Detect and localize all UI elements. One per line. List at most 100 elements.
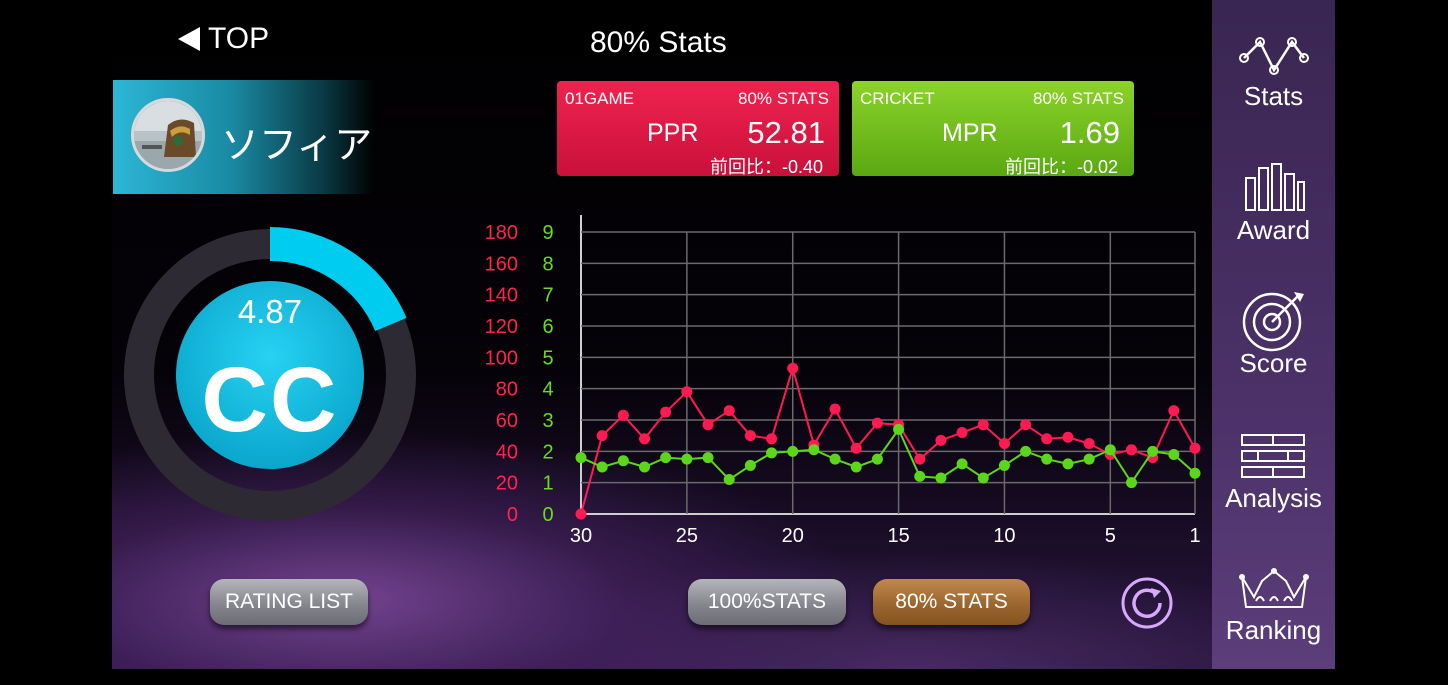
data-point	[977, 419, 989, 431]
sidebar-item-label: Analysis	[1225, 483, 1322, 513]
data-point	[1083, 453, 1095, 465]
y-left-tick-label: 160	[485, 253, 518, 275]
card-tag: 80% STATS	[737, 89, 829, 108]
y-right-tick-label: 1	[542, 473, 553, 495]
x-tick-label: 10	[993, 525, 1015, 547]
data-point	[617, 455, 629, 467]
card-game-label: 01GAME	[565, 89, 634, 108]
data-point	[871, 453, 883, 465]
data-point	[935, 472, 947, 484]
y-right-tick-label: 7	[542, 285, 553, 307]
100-stats-button[interactable]: 100%STATS	[688, 579, 846, 625]
series-line	[580, 427, 1196, 485]
data-point	[1104, 444, 1116, 456]
data-point	[850, 442, 862, 454]
stats-icon	[1239, 37, 1309, 75]
sidebar-item-award[interactable]: Award	[1212, 158, 1335, 278]
data-point	[744, 430, 756, 442]
avatar[interactable]	[131, 98, 205, 172]
rating-ring-icon	[124, 227, 416, 521]
x-tick-label: 1	[1189, 525, 1200, 547]
y-left-tick-label: 20	[496, 473, 518, 495]
data-point	[829, 403, 841, 415]
y-left-tick-label: 140	[485, 285, 518, 307]
data-point	[723, 474, 735, 486]
y-left-tick-label: 60	[496, 410, 518, 432]
sidebar-item-label: Score	[1239, 348, 1308, 378]
back-arrow-icon	[178, 27, 200, 51]
card-tag: 80% STATS	[1032, 89, 1124, 108]
sidebar-item-analysis[interactable]: Analysis	[1212, 430, 1335, 550]
data-point	[956, 458, 968, 470]
refresh-icon	[1121, 577, 1173, 629]
sidebar-item-score[interactable]: Score	[1212, 290, 1335, 410]
rating-class: CC	[201, 349, 339, 451]
rating-list-button[interactable]: RATING LIST	[210, 579, 368, 625]
analysis-icon	[1241, 434, 1305, 478]
data-point	[766, 433, 778, 445]
data-point	[1041, 453, 1053, 465]
data-point	[998, 459, 1010, 471]
data-point	[639, 433, 651, 445]
data-point	[829, 453, 841, 465]
data-point	[723, 405, 735, 417]
data-point	[1041, 433, 1053, 445]
data-point	[575, 452, 587, 464]
card-diff: 前回比：-0.02	[1004, 157, 1118, 177]
01game-stats-card[interactable]: 01GAME 80% STATS PPR 52.81 前回比：-0.40	[557, 81, 839, 177]
data-point	[1168, 448, 1180, 460]
data-point	[871, 417, 883, 429]
data-point	[1062, 458, 1074, 470]
80-stats-button[interactable]: 80% STATS	[873, 579, 1030, 625]
rating-value: 4.87	[237, 293, 303, 330]
data-point	[1147, 445, 1159, 457]
data-point	[1189, 442, 1201, 454]
data-point	[702, 419, 714, 431]
y-left-tick-label: 100	[485, 347, 518, 369]
data-point	[850, 461, 862, 473]
series-line	[580, 364, 1196, 515]
sidebar	[1212, 0, 1335, 669]
back-label: TOP	[208, 22, 270, 55]
player-banner: ソフィア	[113, 80, 375, 194]
data-point	[893, 423, 905, 435]
rating-progress-arc	[269, 227, 407, 332]
award-icon	[1245, 163, 1305, 211]
refresh-button[interactable]	[1121, 577, 1173, 629]
data-point	[956, 427, 968, 439]
x-tick-label: 20	[782, 525, 804, 547]
sidebar-item-label: Award	[1236, 215, 1311, 245]
back-to-top-button[interactable]: TOP	[178, 22, 269, 56]
y-left-tick-label: 120	[485, 316, 518, 338]
sidebar-item-ranking[interactable]: Ranking	[1212, 565, 1335, 685]
data-point	[660, 452, 672, 464]
data-point	[744, 459, 756, 471]
data-point	[998, 438, 1010, 449]
data-point	[702, 452, 714, 464]
y-right-tick-label: 5	[542, 347, 553, 369]
data-point	[681, 453, 693, 465]
data-point	[575, 508, 587, 520]
data-point	[596, 461, 608, 473]
dartboard-icon	[1242, 292, 1304, 352]
cricket-stats-card[interactable]: CRICKET 80% STATS MPR 1.69 前回比：-0.02	[852, 81, 1134, 177]
y-left-tick-label: 180	[485, 222, 518, 244]
screen-edge	[1335, 0, 1448, 669]
y-right-tick-label: 9	[542, 222, 553, 244]
data-point	[596, 430, 608, 442]
sidebar-item-stats[interactable]: Stats	[1212, 25, 1335, 145]
data-point	[808, 444, 820, 456]
card-diff: 前回比：-0.40	[709, 157, 823, 177]
player-name: ソフィア	[221, 125, 373, 167]
x-tick-label: 15	[887, 525, 909, 547]
data-point	[1189, 467, 1201, 479]
y-left-tick-label: 40	[496, 441, 518, 463]
y-left-tick-label: 80	[496, 379, 518, 401]
crown-icon	[1239, 568, 1309, 608]
data-point	[681, 386, 693, 398]
data-point	[1083, 438, 1095, 449]
card-metric: PPR	[647, 119, 699, 147]
card-value: 1.69	[1059, 115, 1120, 150]
data-point	[914, 453, 926, 465]
